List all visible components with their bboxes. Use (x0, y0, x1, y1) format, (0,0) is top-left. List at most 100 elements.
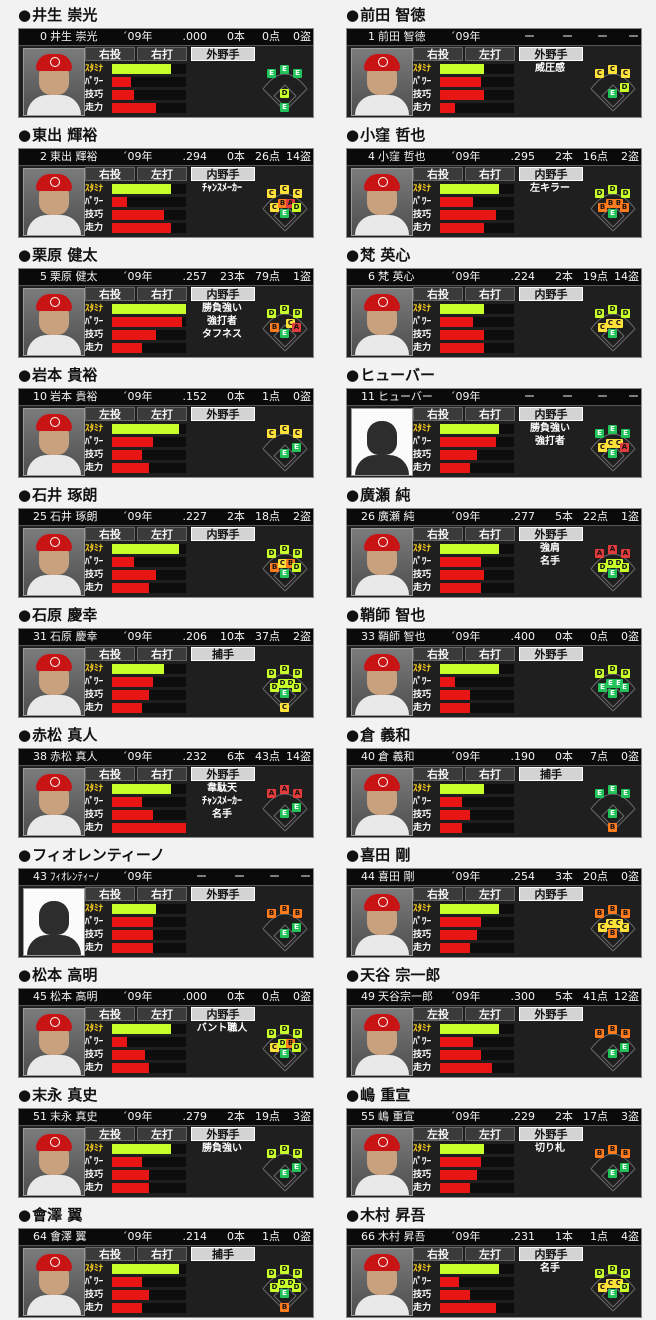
player-card[interactable]: 64 會澤 翼 ´09年 .214 0本 1点 0盗 右投 右打 捕手 (18, 1228, 314, 1318)
player-card[interactable]: 45 松本 高明 ´09年 .000 0本 0点 0盗 右投 左打 内野手 (18, 988, 314, 1078)
special-skill: ﾁｬﾝｽﾒｰｶｰ (202, 183, 242, 194)
power-bar (112, 77, 131, 87)
fielding-grade-c: C (280, 703, 289, 712)
player-card[interactable]: 55 嶋 重宣 ´09年 .229 2本 17点 3盗 左投 左打 外野手 (346, 1108, 642, 1198)
home-runs: 2本 (227, 1110, 245, 1123)
player-card[interactable]: 1 前田 智徳 ´09年 ー ー ー ー 右投 左打 外野手 ｽﾀ (346, 28, 642, 118)
player-photo (351, 888, 413, 956)
player-card[interactable]: 2 東出 輝裕 ´09年 .294 0本 26点 14盗 右投 左打 内野手 (18, 148, 314, 238)
stamina-label: ｽﾀﾐﾅ (85, 64, 104, 74)
player-card[interactable]: 25 石井 琢朗 ´09年 .227 2本 18点 2盗 右投 左打 内野手 (18, 508, 314, 598)
stamina-track (440, 304, 514, 314)
player-card[interactable]: 26 廣瀬 純 ´09年 .277 5本 22点 1盗 右投 右打 外野手 (346, 508, 642, 598)
special-skill: 強打者 (535, 436, 565, 447)
fielding-grade-p: E (280, 329, 289, 338)
player-photo (351, 1008, 413, 1076)
speed-track (112, 703, 186, 713)
player-title-text: 廣瀬 純 (360, 486, 411, 504)
uniform-shape (355, 95, 409, 115)
player-card[interactable]: 44 喜田 剛 ´09年 .254 3本 20点 0盗 右投 左打 内野手 (346, 868, 642, 958)
fielding-grade-1b: E (292, 923, 301, 932)
skill-track (440, 450, 514, 460)
fielding-grade-p: B (608, 929, 617, 938)
bat-hand: 右打 (137, 887, 187, 901)
throw-hand: 右投 (85, 647, 135, 661)
speed-track (112, 1303, 186, 1313)
stat-line: 0 井生 崇光 ´09年 .000 0本 0点 0盗 (19, 29, 313, 46)
face-shape (367, 421, 397, 455)
stamina-label: ｽﾀﾐﾅ (85, 544, 104, 554)
player-photo (351, 1248, 413, 1316)
fielding-grade-ss: C (606, 319, 615, 328)
fielding-grade-lf: D (267, 309, 276, 318)
player-card[interactable]: 43 ﾌｨｵﾚﾝﾃｨｰﾉ ´09年 ー ー ー ー 右投 右打 外野手 (18, 868, 314, 958)
power-label: ﾊﾟﾜｰ (413, 437, 432, 447)
power-label: ﾊﾟﾜｰ (85, 197, 104, 207)
fielding-grade-3b: D (598, 563, 607, 572)
skill-row: 技巧 (85, 809, 255, 821)
abilities-panel: ｽﾀﾐﾅ ﾊﾟﾜｰ 技巧 走力 (413, 783, 583, 835)
diamond-icon (590, 313, 636, 352)
rbi: 41点 (583, 990, 608, 1003)
player-card[interactable]: 0 井生 崇光 ´09年 .000 0本 0点 0盗 右投 右打 外野手 (18, 28, 314, 118)
special-skill: 勝負強い (530, 423, 570, 434)
fielding-grade-3b: B (270, 563, 279, 572)
player-card[interactable]: 40 倉 義和 ´09年 .190 0本 7点 0盗 右投 右打 捕手 (346, 748, 642, 838)
fielding-grade-lf: B (595, 909, 604, 918)
skill-bar (440, 90, 485, 100)
power-row: ﾊﾟﾜｰ (85, 796, 255, 808)
home-runs: 0本 (227, 990, 245, 1003)
speed-row: 走力 (85, 1302, 255, 1314)
position-badge: 外野手 (519, 1007, 583, 1021)
fielding-grade-p: D (280, 89, 289, 98)
player-card[interactable]: 10 岩本 貴裕 ´09年 .152 0本 1点 0盗 左投 左打 外野手 (18, 388, 314, 478)
position-badge: 内野手 (191, 167, 255, 181)
cap-logo-icon (50, 1017, 60, 1027)
player-card[interactable]: 31 石原 慶幸 ´09年 .206 10本 37点 2盗 右投 右打 捕手 (18, 628, 314, 718)
stamina-track (112, 1264, 186, 1274)
speed-label: 走力 (413, 943, 432, 953)
fielding-grade-cf: D (608, 665, 617, 674)
fielding-grade-cf: D (280, 665, 289, 674)
player-card[interactable]: 6 梵 英心 ´09年 .224 2本 19点 14盗 右投 右打 内野手 (346, 268, 642, 358)
player-card[interactable]: 11 ヒューバー ´09年 ー ー ー ー 右投 右打 内野手 ｽ (346, 388, 642, 478)
fielding-grade-2b: E (614, 679, 623, 688)
skill-bar (440, 1290, 470, 1300)
fielding-grade-rf: E (293, 69, 302, 78)
player-card[interactable]: 66 木村 昇吾 ´09年 .231 1本 1点 4盗 右投 左打 内野手 (346, 1228, 642, 1318)
player-card[interactable]: 38 赤松 真人 ´09年 .232 6本 43点 14盗 右投 右打 外野手 (18, 748, 314, 838)
home-runs: ー (562, 30, 573, 43)
special-skills: ﾁｬﾝｽﾒｰｶｰ (188, 183, 256, 235)
player-card[interactable]: 33 鞘師 智也 ´09年 .400 0本 0点 0盗 右投 右打 外野手 (346, 628, 642, 718)
stolen-bases: 0盗 (293, 1230, 311, 1243)
skill-label: 技巧 (413, 1170, 432, 1180)
stamina-track (112, 184, 186, 194)
player-card[interactable]: 49 天谷宗一郎 ´09年 .300 5本 41点 12盗 左投 左打 外野手 (346, 988, 642, 1078)
uniform-number: 25 (33, 510, 47, 523)
batting-average: .152 (182, 390, 208, 403)
player-card[interactable]: 4 小窪 哲也 ´09年 .295 2本 16点 2盗 右投 右打 内野手 (346, 148, 642, 238)
skill-bar (112, 570, 157, 580)
power-row: ﾊﾟﾜｰ (85, 436, 255, 448)
speed-row: 走力 (413, 342, 583, 354)
speed-label: 走力 (85, 1063, 104, 1073)
fielding-grade-cf: B (608, 905, 617, 914)
stamina-bar (112, 544, 179, 554)
stamina-label: ｽﾀﾐﾅ (85, 304, 104, 314)
diamond-icon (590, 1273, 636, 1312)
bat-hand: 左打 (465, 1007, 515, 1021)
speed-track (112, 1063, 186, 1073)
batting-average: .400 (510, 630, 536, 643)
speed-bar (440, 103, 455, 113)
player-card[interactable]: 5 栗原 健太 ´09年 .257 23本 79点 1盗 右投 右打 内野手 (18, 268, 314, 358)
cap-logo-icon (378, 297, 388, 307)
player-card[interactable]: 51 末永 真史 ´09年 .279 2本 19点 3盗 左投 左打 外野手 (18, 1108, 314, 1198)
special-skill: ﾁｬﾝｽﾒｰｶｰ (202, 796, 242, 807)
uniform-shape (27, 1295, 81, 1315)
skill-row: 技巧 (413, 809, 583, 821)
